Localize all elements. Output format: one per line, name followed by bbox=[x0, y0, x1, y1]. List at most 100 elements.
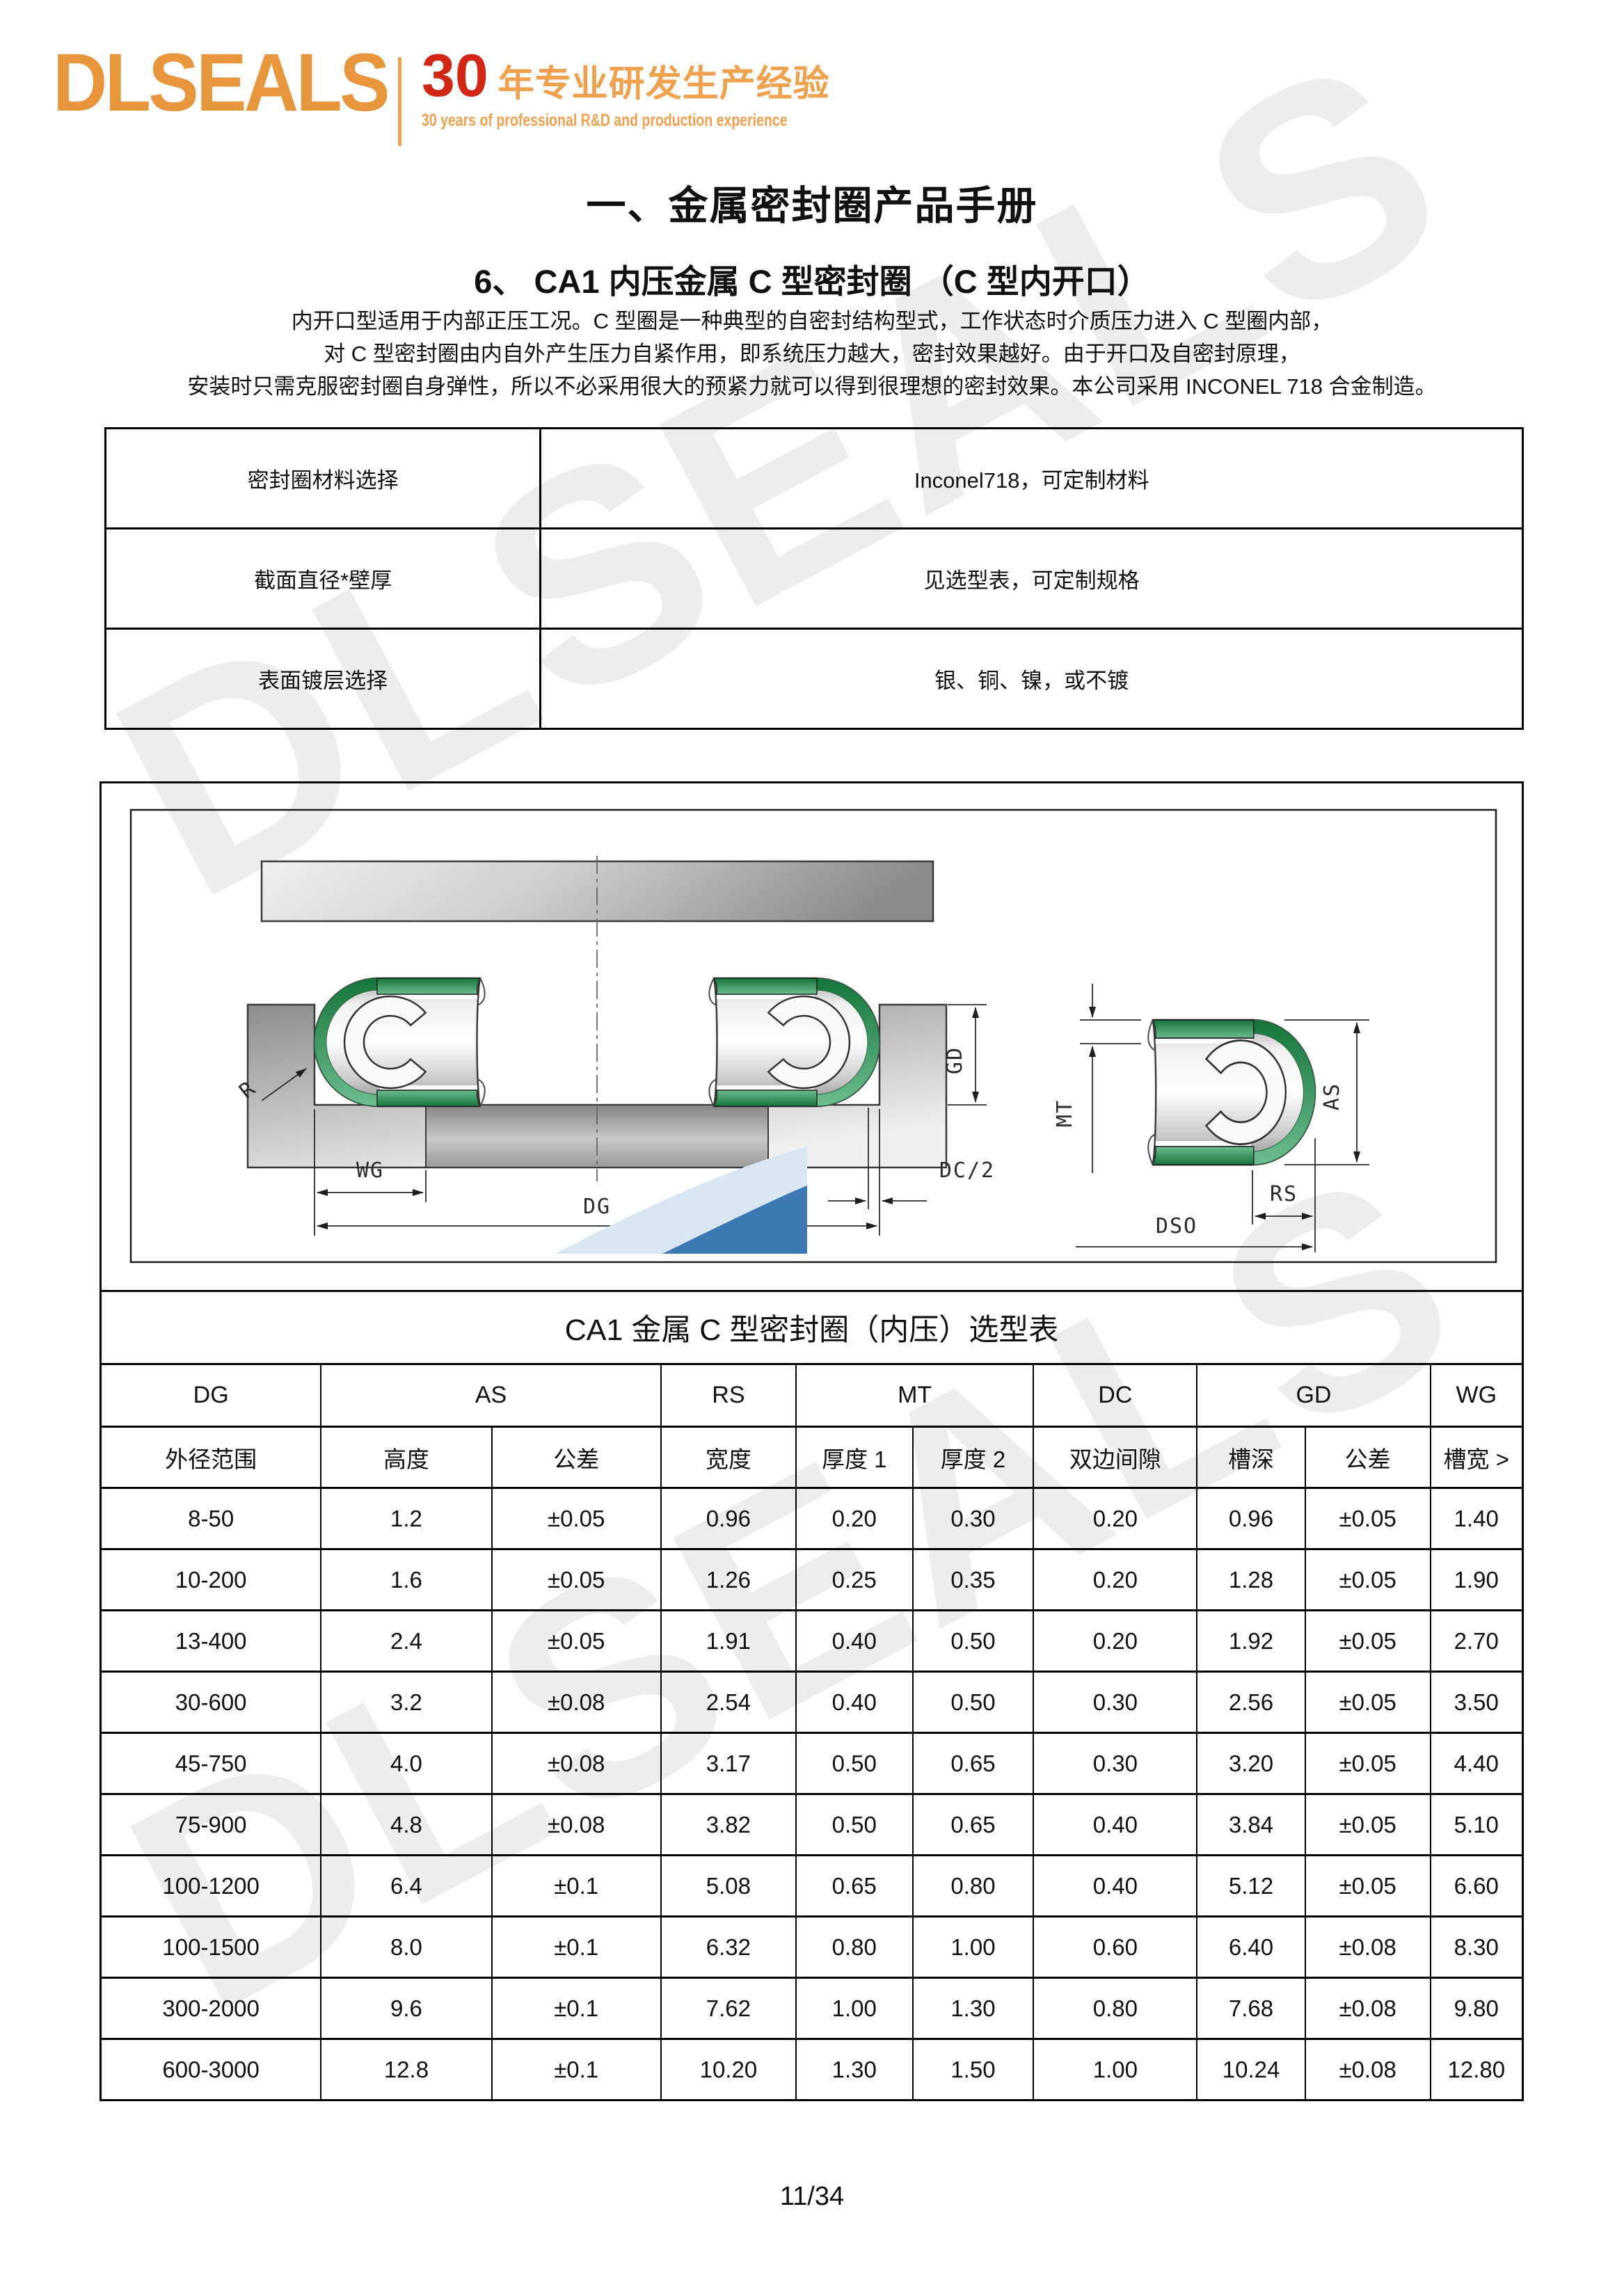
selection-cell: 1.26 bbox=[660, 1548, 797, 1611]
selection-cell: 4.40 bbox=[1429, 1732, 1524, 1795]
selection-table-body: 8-50 1.2 ±0.05 0.96 0.20 0.30 0.20 0.96 ±0.05 1.4… bbox=[99, 1487, 1524, 2101]
selection-cell: 3.2 bbox=[320, 1671, 493, 1734]
selection-cell: 3.84 bbox=[1196, 1793, 1306, 1856]
selection-cell: ±0.05 bbox=[1304, 1487, 1431, 1550]
selection-cell: 8.0 bbox=[320, 1915, 493, 1979]
selection-cell: ±0.05 bbox=[491, 1487, 662, 1550]
selection-cell: 1.00 bbox=[1033, 2038, 1198, 2101]
selection-cell: 1.91 bbox=[660, 1609, 797, 1673]
diagram-svg: R WG DG DC/2 GD MT AS RS DSO bbox=[129, 808, 1497, 1263]
column-sub-header: 高度 bbox=[320, 1426, 493, 1489]
column-group-header: AS bbox=[320, 1363, 662, 1428]
selection-cell: 0.30 bbox=[1033, 1732, 1198, 1795]
selection-cell: 0.40 bbox=[1033, 1854, 1198, 1918]
dim-label-rs: RS bbox=[1270, 1182, 1298, 1206]
selection-cell: 100-1200 bbox=[99, 1854, 322, 1918]
diagram-frame bbox=[129, 808, 1497, 1263]
product-description: 内开口型适用于内部正压工况。C 型圈是一种典型的自密封结构型式，工作状态时介质压… bbox=[38, 305, 1586, 403]
materials-row: 截面直径*壁厚 见选型表，可定制规格 bbox=[104, 527, 1524, 630]
seal-cross-section-diagram: R WG DG DC/2 GD MT AS RS DSO bbox=[99, 781, 1524, 1292]
column-group-header: WG bbox=[1429, 1363, 1524, 1428]
selection-cell: 1.50 bbox=[911, 2038, 1035, 2101]
materials-row: 密封圈材料选择 Inconel718，可定制材料 bbox=[104, 427, 1524, 529]
selection-cell: 12.8 bbox=[320, 2038, 493, 2101]
selection-cell: 8-50 bbox=[99, 1487, 322, 1550]
dim-label-dso: DSO bbox=[1156, 1214, 1197, 1238]
brand-tagline: 30 年专业研发生产经验 30 years of professional R&… bbox=[422, 46, 891, 131]
column-sub-header: 宽度 bbox=[660, 1426, 797, 1489]
dim-label-dg: DG bbox=[583, 1195, 611, 1219]
dim-label-as: AS bbox=[1320, 1083, 1344, 1110]
selection-row: 13-400 2.4 ±0.05 1.91 0.40 0.50 0.20 1.92 ±0.05 2… bbox=[99, 1609, 1524, 1673]
selection-cell: ±0.05 bbox=[491, 1548, 662, 1611]
section-title: 6、 CA1 内压金属 C 型密封圈 （C 型内开口） bbox=[474, 263, 1150, 300]
column-sub-header: 外径范围 bbox=[99, 1426, 322, 1489]
material-row-value: Inconel718，可定制材料 bbox=[539, 427, 1524, 529]
selection-cell: 0.96 bbox=[660, 1487, 797, 1550]
swoosh-dark bbox=[662, 1186, 807, 1254]
column-sub-header: 厚度 1 bbox=[795, 1426, 914, 1489]
selection-cell: 3.50 bbox=[1429, 1671, 1524, 1734]
selection-cell: 5.10 bbox=[1429, 1793, 1524, 1856]
dim-label-wg: WG bbox=[356, 1158, 384, 1183]
dim-label-mt: MT bbox=[1053, 1099, 1077, 1127]
selection-row: 100-1500 8.0 ±0.1 6.32 0.80 1.00 0.60 6.40 ±0.08… bbox=[99, 1915, 1524, 1979]
selection-cell: 4.0 bbox=[320, 1732, 493, 1795]
c-ring-left bbox=[315, 978, 485, 1106]
selection-cell: 7.68 bbox=[1196, 1977, 1306, 2040]
selection-cell: 0.20 bbox=[1033, 1609, 1198, 1673]
materials-table: 密封圈材料选择 Inconel718，可定制材料 截面直径*壁厚 见选型表，可定制规格… bbox=[104, 427, 1524, 730]
c-ring-right bbox=[709, 978, 879, 1106]
material-row-label: 截面直径*壁厚 bbox=[104, 527, 542, 630]
brand-logo: DLSEALS bbox=[53, 37, 390, 129]
selection-cell: 6.40 bbox=[1196, 1915, 1306, 1979]
selection-cell: 0.50 bbox=[911, 1671, 1035, 1734]
selection-row: 45-750 4.0 ±0.08 3.17 0.50 0.65 0.30 3.20 ±0.05 4… bbox=[99, 1732, 1524, 1795]
selection-cell: 6.4 bbox=[320, 1854, 493, 1918]
selection-row: 75-900 4.8 ±0.08 3.82 0.50 0.65 0.40 3.84 ±0.05 5… bbox=[99, 1793, 1524, 1856]
selection-cell: ±0.08 bbox=[1304, 1915, 1431, 1979]
selection-cell: 3.82 bbox=[660, 1793, 797, 1856]
selection-group-header-row: DG AS RS MT DC GD WG bbox=[99, 1363, 1524, 1428]
selection-row: 10-200 1.6 ±0.05 1.26 0.25 0.35 0.20 1.28 ±0.05 1… bbox=[99, 1548, 1524, 1611]
page-number: 11/34 bbox=[779, 2182, 845, 2211]
selection-cell: 1.6 bbox=[320, 1548, 493, 1611]
column-group-header: RS bbox=[660, 1363, 797, 1428]
selection-cell: 0.30 bbox=[1033, 1671, 1198, 1734]
selection-cell: 2.56 bbox=[1196, 1671, 1306, 1734]
selection-cell: 12.80 bbox=[1429, 2038, 1524, 2101]
selection-cell: 0.30 bbox=[911, 1487, 1035, 1550]
selection-cell: 4.8 bbox=[320, 1793, 493, 1856]
selection-cell: 0.40 bbox=[795, 1609, 914, 1673]
column-group-header: DC bbox=[1033, 1363, 1198, 1428]
selection-cell: 1.30 bbox=[795, 2038, 914, 2101]
material-row-label: 表面镀层选择 bbox=[104, 628, 542, 730]
column-sub-header: 槽宽 > bbox=[1429, 1426, 1524, 1489]
tagline-chinese: 年专业研发生产经验 bbox=[497, 64, 830, 104]
selection-cell: ±0.08 bbox=[1304, 2038, 1431, 2101]
selection-row: 100-1200 6.4 ±0.1 5.08 0.65 0.80 0.40 5.12 ±0.05… bbox=[99, 1854, 1524, 1918]
material-row-value: 见选型表，可定制规格 bbox=[539, 527, 1524, 630]
dim-label-gd: GD bbox=[943, 1046, 967, 1074]
selection-cell: 0.60 bbox=[1033, 1915, 1198, 1979]
selection-row: 600-3000 12.8 ±0.1 10.20 1.30 1.50 1.00 10.24 ±0… bbox=[99, 2038, 1524, 2101]
description-line: 对 C 型密封圈由内自外产生压力自紧作用，即系统压力越大，密封效果越好。由于开口… bbox=[324, 342, 1300, 366]
selection-cell: 7.62 bbox=[660, 1977, 797, 2040]
selection-cell: 0.50 bbox=[795, 1793, 914, 1856]
selection-cell: 0.50 bbox=[795, 1732, 914, 1795]
column-group-header: DG bbox=[99, 1363, 322, 1428]
selection-cell: 9.6 bbox=[320, 1977, 493, 2040]
tagline-english: 30 years of professional R&D and product… bbox=[422, 111, 788, 130]
selection-cell: 45-750 bbox=[99, 1732, 322, 1795]
selection-cell: 1.92 bbox=[1196, 1609, 1306, 1673]
column-sub-header: 槽深 bbox=[1196, 1426, 1306, 1489]
brand-divider bbox=[398, 57, 401, 146]
description-line: 内开口型适用于内部正压工况。C 型圈是一种典型的自密封结构型式，工作状态时介质压… bbox=[291, 309, 1333, 333]
selection-cell: 0.20 bbox=[795, 1487, 914, 1550]
selection-cell: 0.96 bbox=[1196, 1487, 1306, 1550]
selection-row: 300-2000 9.6 ±0.1 7.62 1.00 1.30 0.80 7.68 ±0.08… bbox=[99, 1977, 1524, 2040]
selection-cell: 0.50 bbox=[911, 1609, 1035, 1673]
material-row-value: 银、铜、镍，或不镀 bbox=[539, 628, 1524, 730]
selection-cell: 0.80 bbox=[911, 1854, 1035, 1918]
